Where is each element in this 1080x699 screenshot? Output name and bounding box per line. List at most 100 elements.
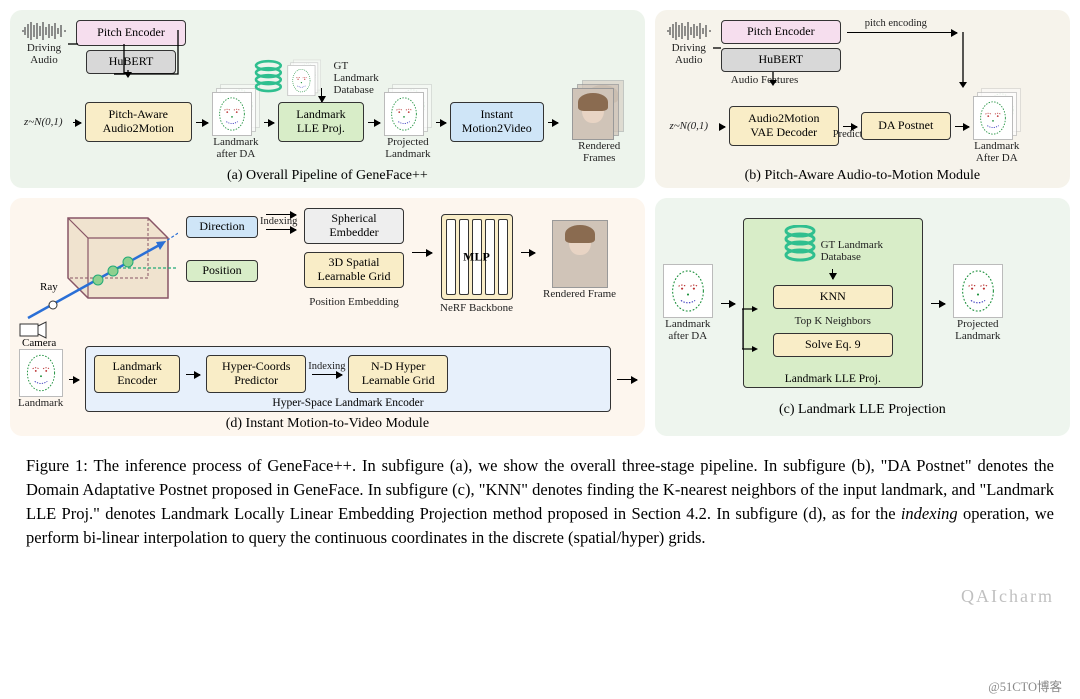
figure-caption: Figure 1: The inference process of GeneF… bbox=[26, 454, 1054, 550]
mlp-col: MLP NeRF Backbone bbox=[440, 214, 513, 314]
vae-box: Audio2Motion VAE Decoder bbox=[729, 106, 839, 146]
driving-audio-label-b: Driving Audio bbox=[672, 42, 706, 66]
pitch-encoder-box-b: Pitch Encoder bbox=[721, 20, 841, 44]
svg-text:Ray: Ray bbox=[40, 281, 58, 293]
cube-svg: Camera Ray bbox=[18, 208, 178, 348]
proj-lm-label: Projected Landmark bbox=[385, 136, 430, 160]
landmark-stack-icon bbox=[973, 88, 1021, 140]
arrow-icon bbox=[521, 252, 535, 253]
z-label-b: z~N(0,1) bbox=[663, 120, 715, 132]
arrow-icon bbox=[955, 126, 969, 127]
lm-enc-label: Landmark Encoder bbox=[113, 360, 162, 388]
direction-label: Direction bbox=[199, 220, 244, 234]
da-label: DA Postnet bbox=[878, 119, 933, 133]
pos-embed-label: Position Embedding bbox=[309, 296, 399, 308]
hubert-box-b: HuBERT bbox=[721, 48, 841, 72]
panel-d: Camera Ray Direction Position Indexing S… bbox=[10, 198, 645, 436]
db-label-a: GT Landmark Database bbox=[334, 60, 389, 96]
arrow-icon bbox=[617, 379, 637, 380]
panel-a: Driving Audio Pitch Encoder HuBERT z~N(0… bbox=[10, 10, 645, 188]
lle-group-title: Landmark LLE Proj. bbox=[744, 373, 922, 385]
panel-a-caption: (a) Overall Pipeline of GeneFace++ bbox=[18, 168, 637, 184]
arrow-icon: Indexing bbox=[266, 229, 296, 230]
embed-col: Spherical Embedder 3D Spatial Learnable … bbox=[304, 208, 404, 308]
panel-c: Landmark after DA GT Landmark Database K… bbox=[655, 198, 1070, 436]
lm-after-da-label-c: Landmark after DA bbox=[665, 318, 710, 342]
bottom-row: Camera Ray Direction Position Indexing S… bbox=[10, 198, 1070, 436]
audio-wave-icon bbox=[21, 20, 67, 42]
face-thumb-icon bbox=[552, 220, 608, 288]
arrow-icon bbox=[266, 214, 296, 215]
arrow-icon: Indexing bbox=[312, 374, 342, 375]
arrow-icon bbox=[436, 122, 446, 123]
hyper-group: Landmark Encoder Hyper-Coords Predictor … bbox=[85, 346, 611, 412]
arrow-icon bbox=[412, 252, 432, 253]
arrow-icon bbox=[548, 122, 558, 123]
top-row: Driving Audio Pitch Encoder HuBERT z~N(0… bbox=[10, 10, 1070, 188]
audio-wave-icon bbox=[666, 20, 712, 42]
spherical-box: Spherical Embedder bbox=[304, 208, 404, 244]
knn-label: KNN bbox=[820, 290, 846, 304]
position-box: Position bbox=[186, 260, 258, 282]
arrow-icon bbox=[721, 303, 735, 304]
landmark-label: Landmark bbox=[18, 397, 63, 409]
arrow-icon bbox=[847, 32, 957, 33]
proj-lm-col-c: Projected Landmark bbox=[953, 264, 1003, 342]
nerf-label: NeRF Backbone bbox=[440, 302, 513, 314]
pitch-encoder-label-b: Pitch Encoder bbox=[747, 25, 815, 39]
mlp-label: MLP bbox=[463, 250, 490, 265]
after-da-col: Landmark After DA bbox=[973, 88, 1021, 164]
driving-audio-col: Driving Audio bbox=[18, 20, 70, 66]
landmark-icon bbox=[953, 264, 1003, 318]
pitch-encoding-label: pitch encoding bbox=[865, 18, 927, 29]
landmark-icon bbox=[663, 264, 713, 318]
encoders-col-a: Pitch Encoder HuBERT bbox=[76, 20, 186, 74]
panel-d-caption: (d) Instant Motion-to-Video Module bbox=[18, 416, 637, 432]
arrow-icon bbox=[73, 122, 81, 123]
driving-audio-label: Driving Audio bbox=[27, 42, 61, 66]
arrow-icon bbox=[368, 122, 380, 123]
db-label-c: GT Landmark Database bbox=[821, 239, 883, 263]
panel-b-caption: (b) Pitch-Aware Audio-to-Motion Module bbox=[663, 168, 1062, 184]
landmark-stack-icon bbox=[384, 84, 432, 136]
proj-lm-col: Projected Landmark bbox=[384, 84, 432, 160]
indexing-label-1: Indexing bbox=[260, 216, 297, 227]
lm-after-da-col-c: Landmark after DA bbox=[663, 264, 713, 342]
landmark-input-col: Landmark bbox=[18, 349, 63, 409]
lle-label: Landmark LLE Proj. bbox=[296, 108, 345, 136]
watermark-source: @51CTO博客 bbox=[988, 676, 1062, 695]
da-box: DA Postnet bbox=[861, 112, 951, 140]
watermark-text: QAIcharm bbox=[961, 586, 1054, 607]
after-da-label: Landmark After DA bbox=[974, 140, 1019, 164]
landmark-icon bbox=[19, 349, 63, 397]
hgrid-box: N-D Hyper Learnable Grid bbox=[348, 355, 448, 393]
m2v-box: Instant Motion2Video bbox=[450, 102, 544, 142]
connector-svg-c bbox=[742, 279, 762, 359]
panel-c-caption: (c) Landmark LLE Projection bbox=[663, 402, 1062, 418]
arrow-icon bbox=[931, 303, 945, 304]
panel-b: Driving Audio Pitch Encoder HuBERT Audio… bbox=[655, 10, 1070, 188]
knn-box: KNN bbox=[773, 285, 893, 309]
hubert-label: HuBERT bbox=[109, 55, 154, 69]
hyper-group-title: Hyper-Space Landmark Encoder bbox=[86, 397, 610, 409]
lm-after-da-label: Landmark after DA bbox=[213, 136, 258, 160]
face-stack-icon bbox=[572, 80, 626, 140]
hcoords-label: Hyper-Coords Predictor bbox=[222, 360, 290, 388]
grid3d-label: 3D Spatial Learnable Grid bbox=[318, 256, 391, 284]
landmark-stack-icon bbox=[287, 60, 317, 96]
cube-area: Camera Ray bbox=[18, 208, 178, 348]
database-icon bbox=[783, 225, 817, 263]
position-label: Position bbox=[202, 264, 241, 278]
a2m-box: Pitch-Aware Audio2Motion bbox=[85, 102, 192, 142]
proj-lm-label-c: Projected Landmark bbox=[955, 318, 1000, 342]
direction-box: Direction bbox=[186, 216, 258, 238]
arrow-icon bbox=[832, 269, 833, 279]
figcap-part1: Figure 1: The inference process of GeneF… bbox=[26, 456, 1054, 523]
rendered-frame-label: Rendered Frame bbox=[543, 288, 616, 300]
topk-label: Top K Neighbors bbox=[795, 315, 871, 327]
svg-text:Camera: Camera bbox=[22, 337, 56, 348]
arrow-icon bbox=[186, 374, 200, 375]
database-icon bbox=[253, 58, 283, 96]
lle-box: Landmark LLE Proj. bbox=[278, 102, 364, 142]
audio-features-label: Audio Features bbox=[731, 74, 799, 86]
